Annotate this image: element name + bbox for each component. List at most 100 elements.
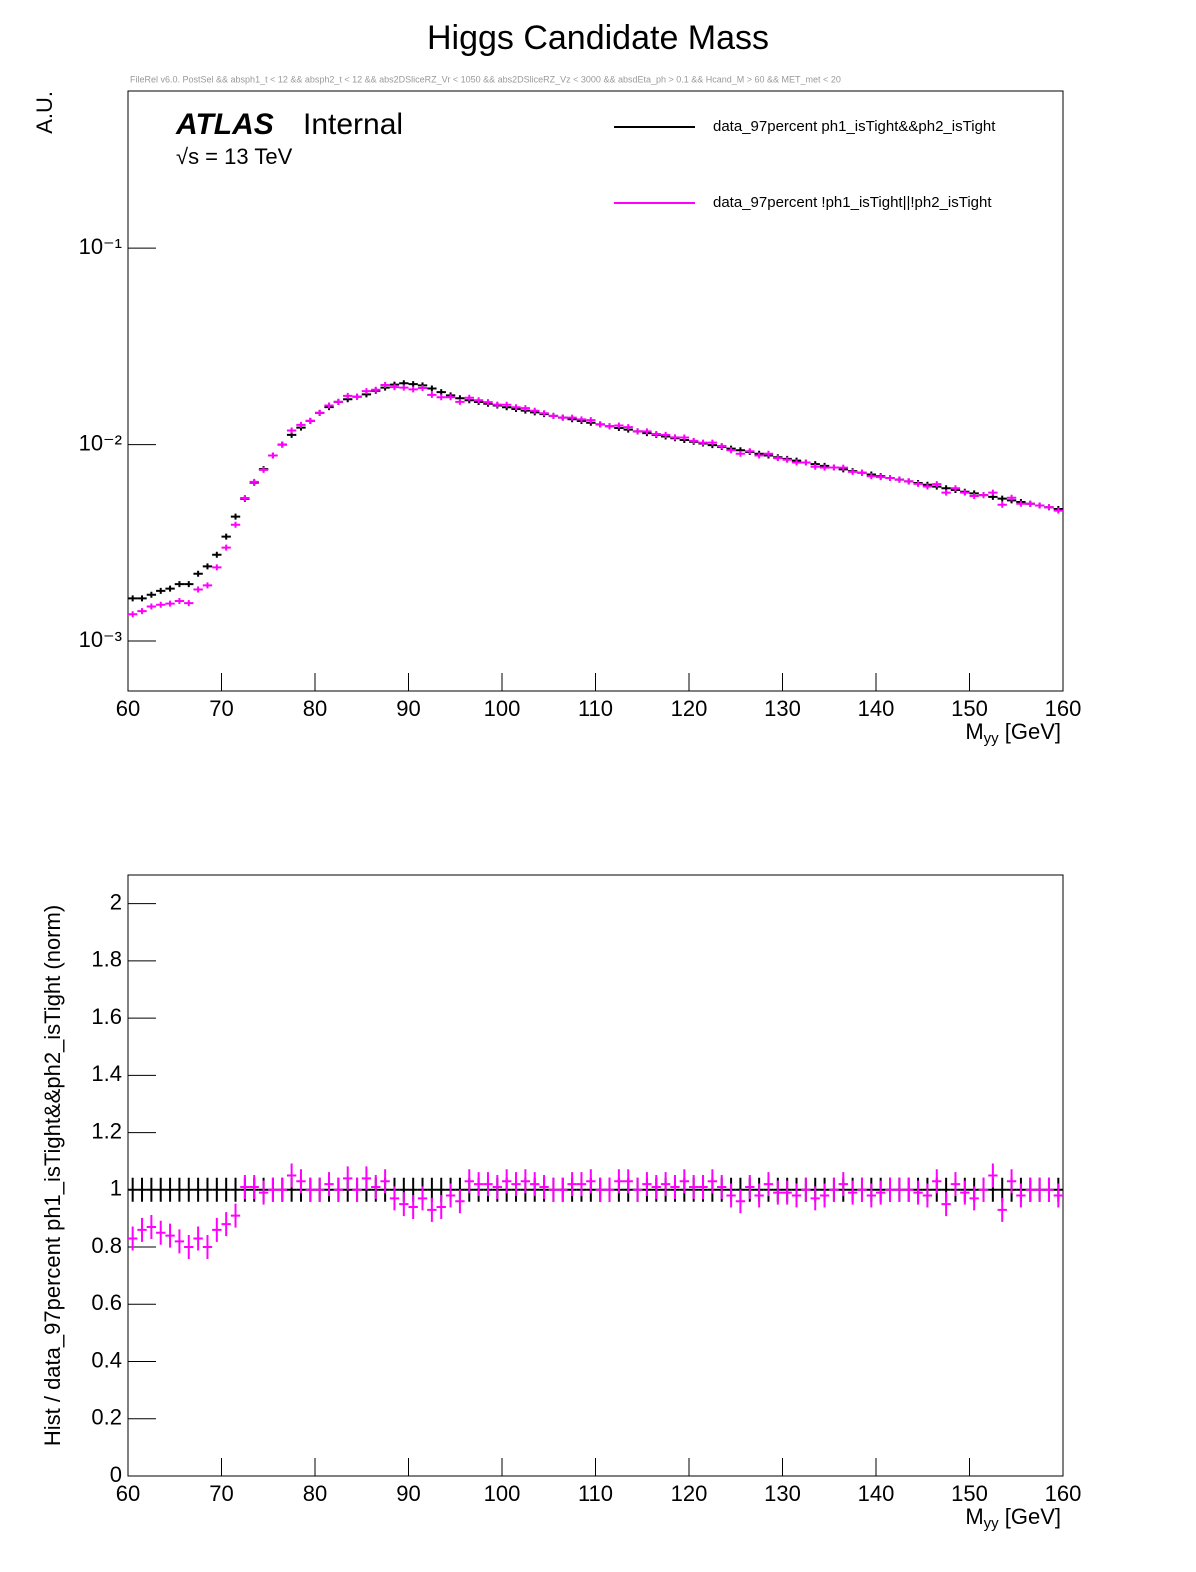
- bin-marker: [595, 421, 605, 428]
- bin-marker: [838, 464, 848, 471]
- bin-marker: [632, 1177, 643, 1202]
- bin-marker: [894, 1177, 905, 1202]
- bin-marker: [950, 1172, 961, 1197]
- bin-marker: [539, 410, 549, 417]
- bin-marker: [455, 1189, 465, 1214]
- bin-marker: [399, 384, 409, 391]
- bin-marker: [399, 1192, 409, 1217]
- y-tick-label: 1.6: [91, 1004, 122, 1029]
- bin-marker: [146, 1215, 157, 1240]
- y-tick-label: 0.2: [91, 1405, 122, 1430]
- bin-marker: [876, 1180, 886, 1205]
- bin-marker: [389, 1186, 400, 1211]
- bin-marker: [558, 414, 568, 421]
- bin-marker: [586, 417, 596, 424]
- y-tick-label: 1: [110, 1176, 122, 1201]
- x-tick-label: 90: [396, 696, 420, 721]
- bin-marker: [268, 1177, 278, 1202]
- bin-marker: [707, 439, 718, 446]
- bin-marker: [174, 597, 185, 604]
- bin-marker: [230, 521, 241, 528]
- bin-marker: [483, 399, 493, 406]
- bin-marker: [212, 564, 222, 571]
- bin-marker: [847, 468, 858, 475]
- bin-marker: [380, 381, 390, 388]
- bin-marker: [324, 402, 334, 409]
- bin-marker: [128, 1177, 138, 1202]
- bin-marker: [978, 492, 989, 499]
- bin-marker: [258, 1180, 269, 1205]
- bin-marker: [1034, 502, 1045, 509]
- bin-marker: [212, 1217, 222, 1242]
- bin-marker: [567, 414, 577, 421]
- bin-marker: [763, 1172, 774, 1197]
- bin-marker: [193, 586, 203, 593]
- chart-title: Higgs Candidate Mass: [427, 19, 769, 57]
- bin-marker: [212, 551, 222, 558]
- bin-marker: [782, 1180, 792, 1205]
- bin-marker: [520, 405, 531, 412]
- bin-marker: [230, 1177, 241, 1202]
- bin-marker: [1016, 500, 1026, 507]
- bin-marker: [165, 1223, 175, 1248]
- y-tick-label: 1.2: [91, 1118, 122, 1143]
- bin-marker: [614, 422, 624, 429]
- x-tick-label: 100: [484, 1481, 521, 1506]
- bin-marker: [922, 483, 933, 490]
- bin-marker: [371, 386, 381, 393]
- bin-marker: [576, 1172, 587, 1197]
- x-axis-label-part: yy: [984, 1515, 1000, 1532]
- x-tick-label: 130: [764, 1481, 801, 1506]
- y-tick-label: 10⁻²: [79, 430, 122, 455]
- bin-marker: [801, 1177, 811, 1202]
- bin-marker: [193, 1177, 203, 1202]
- bin-marker: [268, 452, 278, 459]
- bin-marker: [137, 1177, 147, 1202]
- bin-marker: [286, 1163, 297, 1188]
- bin-marker: [810, 463, 820, 470]
- bin-marker: [932, 1169, 942, 1194]
- bin-marker: [567, 1172, 577, 1197]
- bin-marker: [576, 416, 587, 423]
- bin-marker: [1025, 1177, 1035, 1202]
- bin-marker: [754, 1183, 764, 1208]
- y-tick-label: 2: [110, 889, 122, 914]
- x-tick-label: 80: [303, 696, 327, 721]
- bin-marker: [773, 1180, 783, 1205]
- atlas-label: ATLAS: [175, 108, 274, 141]
- bin-marker: [221, 1212, 231, 1237]
- bin-marker: [726, 1183, 736, 1208]
- x-tick-label: 100: [484, 696, 521, 721]
- bin-marker: [866, 473, 876, 480]
- bin-marker: [305, 1177, 315, 1202]
- bin-marker: [230, 1203, 241, 1228]
- bin-marker: [436, 394, 446, 401]
- bin-marker: [595, 1177, 605, 1202]
- bin-marker: [184, 581, 194, 588]
- bin-marker: [520, 1169, 531, 1194]
- x-axis-label: Myy [GeV]: [965, 1504, 1061, 1532]
- x-tick-label: 150: [951, 696, 988, 721]
- x-tick-label: 110: [578, 1481, 613, 1506]
- bin-marker: [689, 1174, 699, 1199]
- bin-marker: [343, 392, 353, 399]
- x-tick-label: 60: [116, 696, 140, 721]
- bin-marker: [277, 441, 287, 448]
- bin-marker: [380, 1169, 390, 1194]
- bin-marker: [436, 1194, 446, 1219]
- bin-marker: [128, 611, 138, 618]
- bin-marker: [502, 1169, 512, 1194]
- bin-marker: [193, 570, 203, 577]
- bin-marker: [978, 1177, 989, 1202]
- bin-marker: [156, 601, 166, 608]
- bin-marker: [539, 1174, 549, 1199]
- y-tick-label: 1.8: [91, 947, 122, 972]
- bin-marker: [146, 603, 157, 610]
- x-tick-label: 110: [578, 696, 613, 721]
- bin-marker: [473, 1172, 484, 1197]
- bin-marker: [885, 1177, 895, 1202]
- bin-marker: [726, 447, 736, 454]
- bin-marker: [1025, 500, 1035, 507]
